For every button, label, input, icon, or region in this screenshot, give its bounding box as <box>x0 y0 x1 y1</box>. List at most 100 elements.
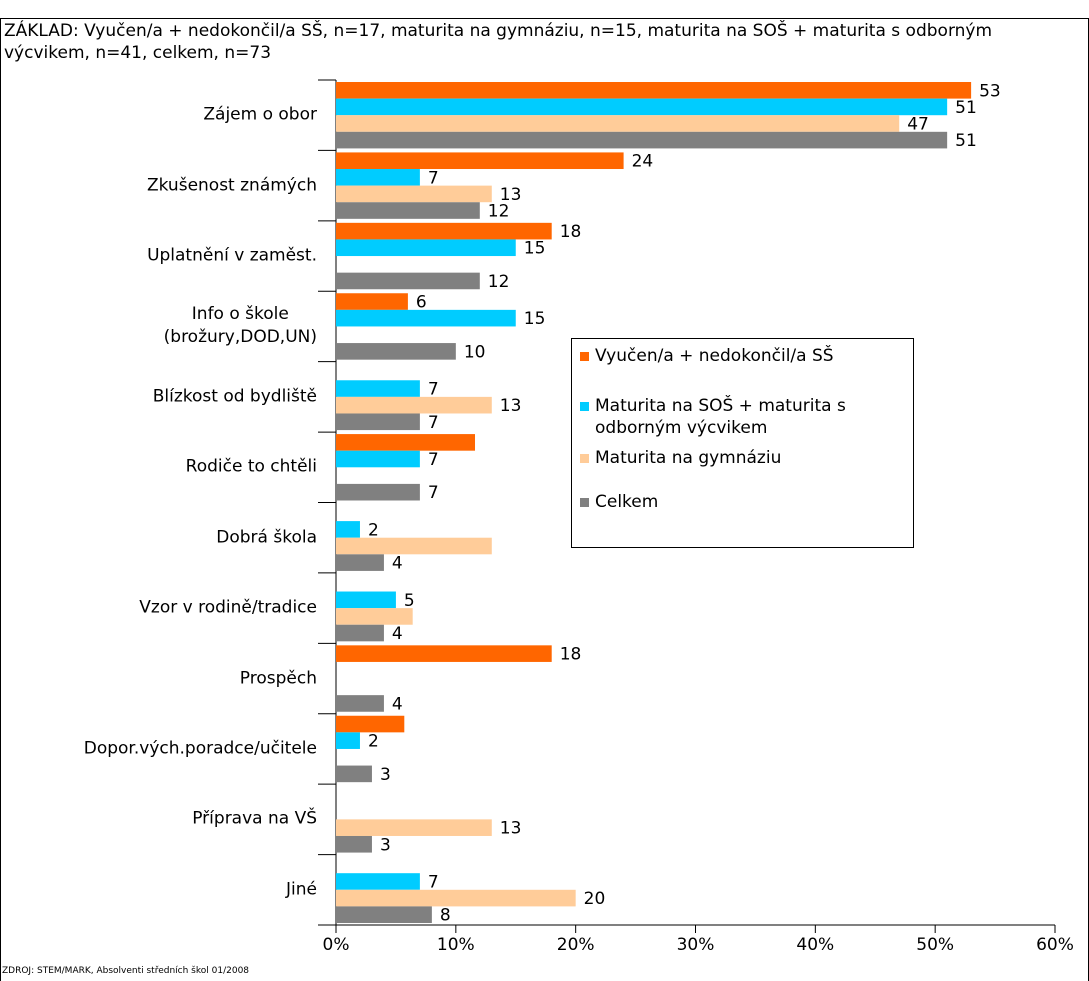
category-label: Jiné <box>286 879 317 900</box>
x-tick-label: 0% <box>323 935 350 955</box>
data-label: 13 <box>500 185 522 205</box>
bar <box>336 380 420 397</box>
bar <box>336 396 492 414</box>
data-label: 12 <box>488 272 510 292</box>
bar <box>336 222 552 240</box>
bar <box>336 202 480 219</box>
legend-item: Maturita na SOŠ + maturita s odborným vý… <box>580 395 907 439</box>
legend: Vyučen/a + nedokončil/a SŠ Maturita na SO… <box>571 338 914 548</box>
bar <box>336 152 624 170</box>
bar <box>336 732 360 749</box>
x-tick-label: 50% <box>916 935 954 955</box>
bar <box>336 434 476 451</box>
data-label: 12 <box>488 202 510 222</box>
legend-label: Maturita na gymnáziu <box>595 448 782 469</box>
data-label: 7 <box>428 380 439 400</box>
source: ZDROJ: STEM/MARK, Absolventi středních š… <box>2 966 250 976</box>
x-tick-label: 40% <box>796 935 834 955</box>
category-label: Info o škole (brožury,DOD,UN) <box>163 304 317 348</box>
legend-swatch <box>580 352 589 361</box>
bar <box>336 906 432 923</box>
bar <box>336 131 948 149</box>
category-label: Zkušenost známých <box>146 175 317 196</box>
bar <box>336 624 384 642</box>
category-label: Vzor v rodině/tradice <box>139 597 317 618</box>
bar <box>336 873 420 890</box>
bar <box>336 591 396 609</box>
data-label: 7 <box>428 168 439 188</box>
data-label: 4 <box>392 624 403 644</box>
bar <box>336 483 420 501</box>
data-label: 15 <box>524 309 546 329</box>
data-label: 18 <box>560 645 582 665</box>
data-label: 13 <box>500 819 522 839</box>
legend-label: Celkem <box>595 492 659 513</box>
legend-item: Vyučen/a + nedokončil/a SŠ <box>580 345 907 367</box>
bar <box>336 413 420 431</box>
bar <box>336 695 384 712</box>
data-label: 24 <box>632 152 654 172</box>
data-label: 7 <box>428 413 439 433</box>
data-label: 2 <box>368 520 379 540</box>
subtitle: ZÁKLAD: Vyučen/a + nedokončil/a SŠ, n=17… <box>4 21 993 64</box>
data-label: 5 <box>404 591 415 611</box>
data-label: 13 <box>500 396 522 416</box>
bar <box>336 239 516 257</box>
data-label: 6 <box>416 293 427 313</box>
bar <box>336 889 576 907</box>
data-label: 7 <box>428 483 439 503</box>
bar <box>336 835 372 853</box>
legend-item: Celkem <box>580 491 907 513</box>
x-tick-label: 20% <box>557 935 595 955</box>
legend-label: Vyučen/a + nedokončil/a SŠ <box>595 346 834 366</box>
bar <box>336 537 492 555</box>
x-tick-label: 30% <box>677 935 715 955</box>
bar <box>336 554 384 571</box>
bar <box>336 82 972 99</box>
bar <box>336 185 492 203</box>
data-label: 51 <box>955 98 977 118</box>
legend-swatch <box>580 402 589 412</box>
data-label: 20 <box>584 889 606 909</box>
bar <box>336 645 552 662</box>
data-label: 53 <box>979 81 1001 101</box>
data-label: 10 <box>464 342 486 362</box>
data-label: 15 <box>524 239 546 259</box>
bar <box>336 98 948 116</box>
bar <box>336 169 420 186</box>
bar <box>336 293 408 310</box>
data-label: 51 <box>955 131 977 151</box>
category-label: Blízkost od bydliště <box>152 386 317 407</box>
category-label: Dopor.vých.poradce/učitele <box>83 738 317 759</box>
data-label: 18 <box>560 222 582 242</box>
bar <box>336 765 372 783</box>
data-label: 7 <box>428 872 439 892</box>
category-label: Zájem o obor <box>203 104 317 125</box>
data-label: 2 <box>368 732 379 752</box>
x-tick-label: 60% <box>1036 935 1074 955</box>
legend-label: Maturita na SOŠ + maturita s odborným vý… <box>595 396 846 439</box>
legend-item: Maturita na gymnáziu <box>580 447 907 469</box>
bar <box>336 115 900 132</box>
data-label: 4 <box>392 694 403 714</box>
data-label: 7 <box>428 450 439 470</box>
bar <box>336 608 413 625</box>
x-tick-label: 10% <box>437 935 475 955</box>
data-label: 8 <box>440 906 451 926</box>
data-label: 3 <box>380 835 391 855</box>
bar <box>336 819 492 836</box>
bar <box>336 343 456 360</box>
data-label: 4 <box>392 554 403 574</box>
data-label: 3 <box>380 765 391 785</box>
category-label: Příprava na VŠ <box>192 808 317 829</box>
bar <box>336 309 516 327</box>
category-label: Dobrá škola <box>216 527 317 548</box>
category-label: Prospěch <box>239 668 317 689</box>
bar <box>336 521 360 538</box>
category-label: Rodiče to chtěli <box>185 456 317 477</box>
bar <box>336 450 420 468</box>
legend-swatch <box>580 498 589 508</box>
legend-swatch <box>580 454 589 464</box>
